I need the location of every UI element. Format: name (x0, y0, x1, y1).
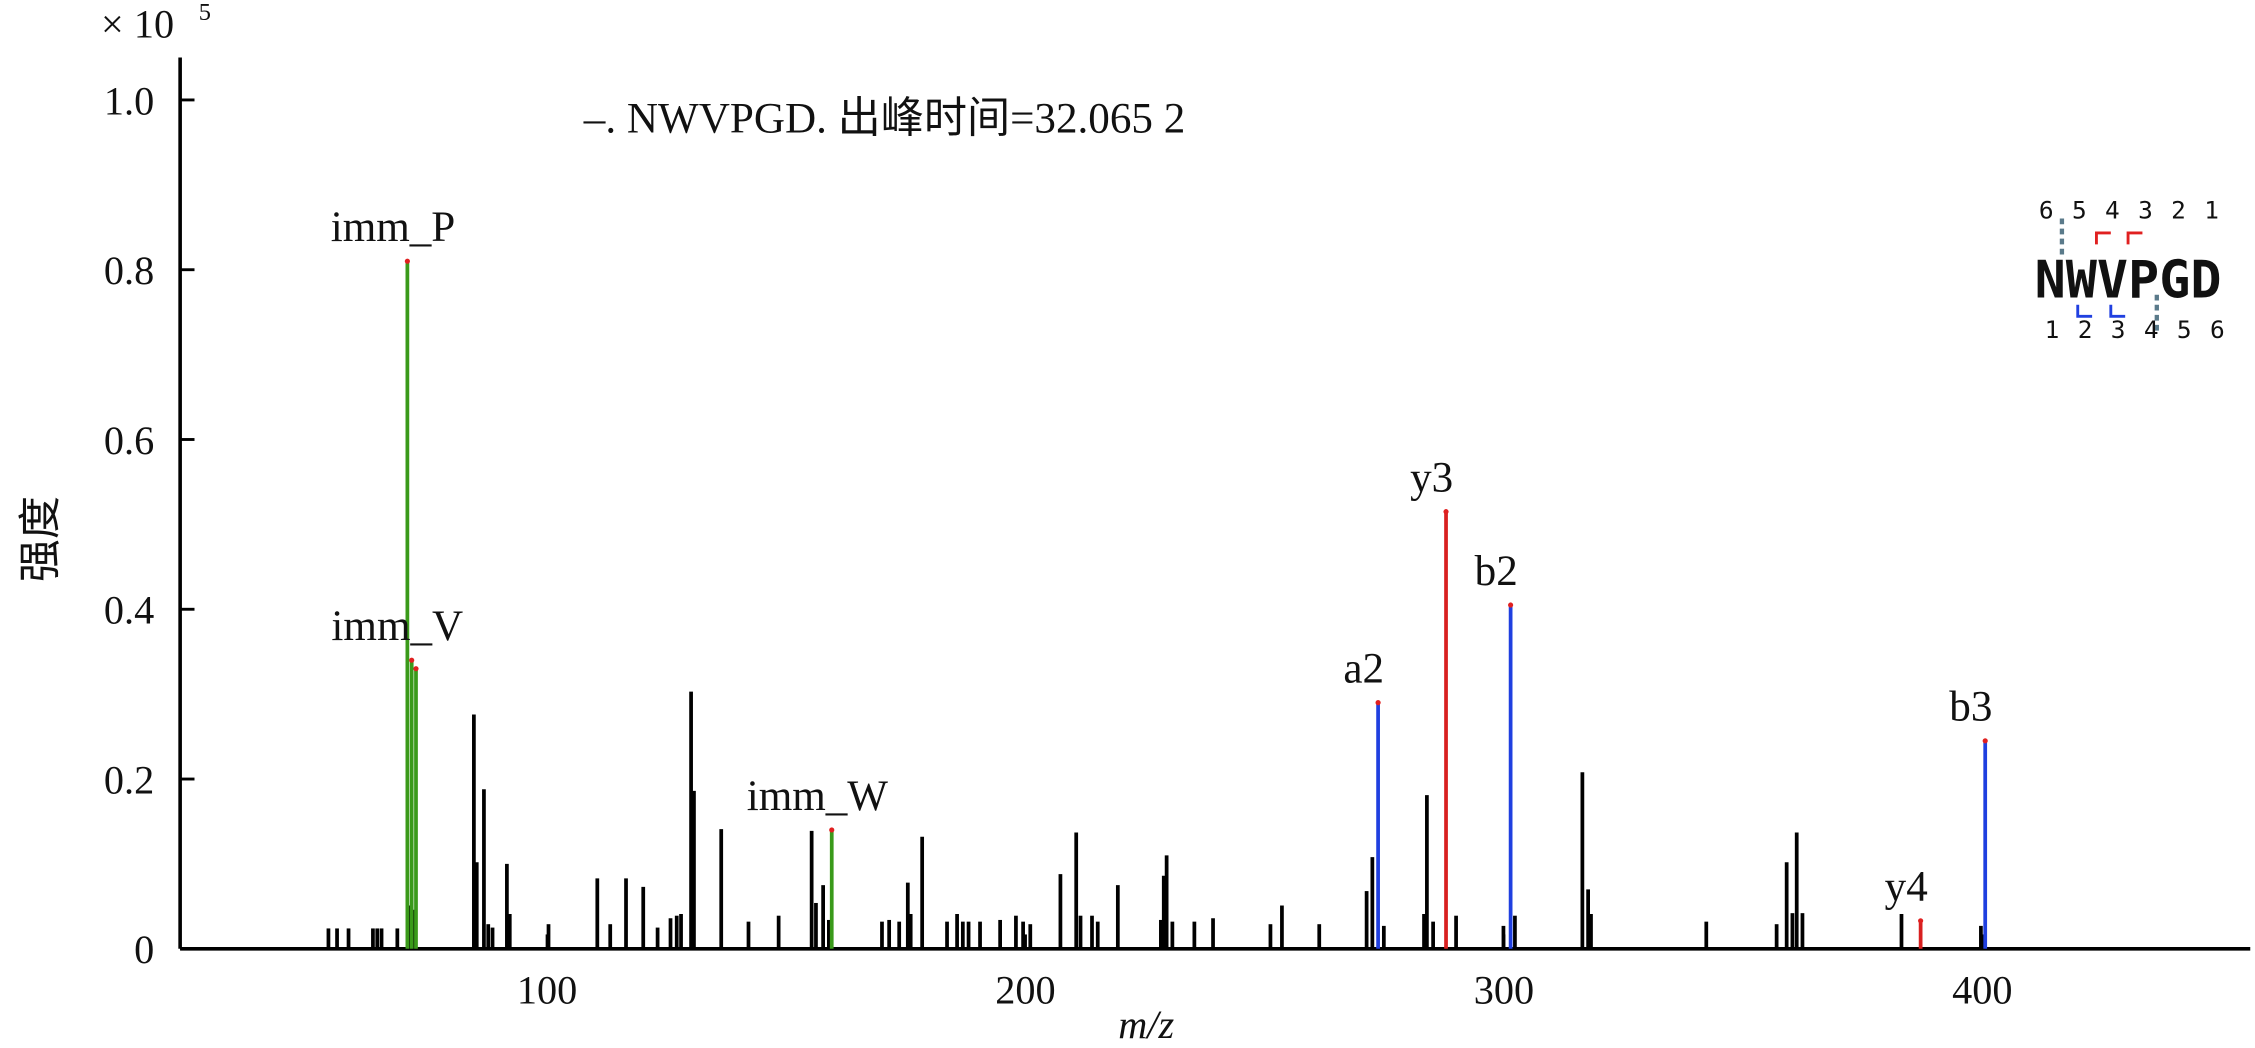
x-tick-label: 400 (1952, 967, 2012, 1012)
peak-top-marker (409, 657, 415, 663)
chart-title: –. NWVPGD. 出峰时间=32.065 2 (583, 95, 1186, 142)
x-tick-label: 100 (517, 967, 577, 1012)
peak-label: imm_V (331, 603, 463, 650)
fragment-bottom-number: 5 (2177, 315, 2192, 344)
peak-top-marker (413, 666, 419, 672)
peak-top-marker (829, 827, 835, 833)
y-tick-label: 0.8 (104, 248, 154, 293)
peak-label: b2 (1475, 548, 1518, 595)
fragment-sequence: NWVPGD (2035, 251, 2222, 311)
peak-top-marker (1443, 509, 1449, 515)
y-axis-label: 强度 (18, 496, 65, 582)
fragment-top-number: 4 (2105, 196, 2120, 225)
fragment-mark (2076, 304, 2126, 318)
peak-label: y3 (1410, 455, 1453, 502)
y-tick-label: 0 (134, 927, 154, 972)
peak-top-marker (1508, 602, 1514, 608)
y-tick-label: 0.4 (104, 588, 154, 633)
x-tick-label: 200 (995, 967, 1055, 1012)
fragment-top-number: 6 (2039, 196, 2054, 225)
fragment-top-number: 3 (2138, 196, 2153, 225)
peak-label: imm_W (747, 773, 889, 820)
y-tick-label: 0.2 (104, 757, 154, 802)
y-scale-base: × 10 (101, 1, 174, 46)
fragment-mark (2094, 231, 2143, 245)
peak-label: y4 (1885, 864, 1928, 911)
peak-top-marker (1375, 700, 1381, 706)
fragment-bottom-number: 3 (2111, 315, 2126, 344)
fragment-top-number: 2 (2171, 196, 2186, 225)
peak-top-marker (404, 258, 410, 264)
peak-top-marker (1918, 918, 1924, 924)
x-axis-label: m/z (1118, 1002, 1174, 1047)
fragment-bottom-number: 6 (2210, 315, 2225, 344)
peak-label: imm_P (331, 204, 456, 251)
y-tick-label: 0.6 (104, 418, 154, 463)
peak-top-marker (1982, 738, 1988, 744)
fragment-top-number: 5 (2072, 196, 2087, 225)
fragment-top-number: 1 (2204, 196, 2219, 225)
peak-label: a2 (1343, 646, 1384, 693)
fragment-bottom-number: 1 (2045, 315, 2060, 344)
y-scale-exp: 5 (199, 0, 211, 26)
fragment-bottom-number: 2 (2078, 315, 2093, 344)
fragment-bottom-number: 4 (2144, 315, 2159, 344)
y-tick-label: 1.0 (104, 78, 154, 123)
x-tick-label: 300 (1474, 967, 1534, 1012)
peak-label: b3 (1949, 684, 1992, 731)
